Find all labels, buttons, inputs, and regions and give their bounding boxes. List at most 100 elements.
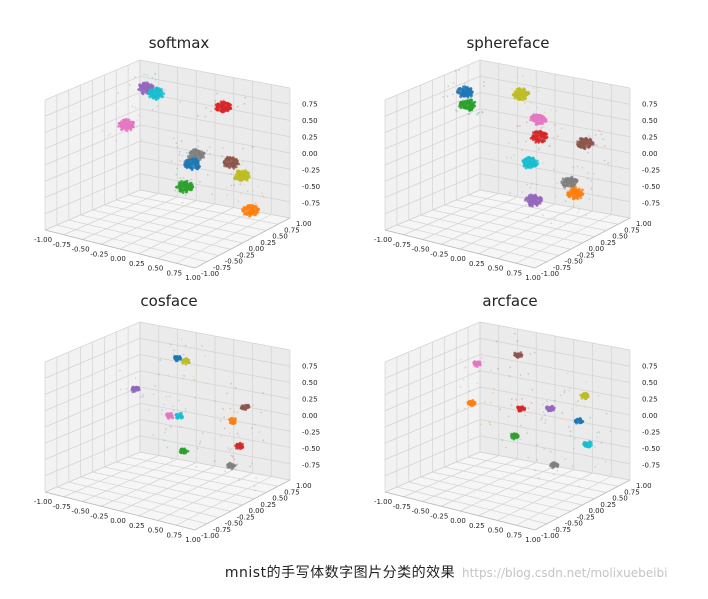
grid-line (468, 456, 619, 487)
scatter-point (463, 407, 466, 410)
scatter-point (535, 444, 538, 447)
scatter-point (183, 375, 186, 377)
scatter-point (184, 194, 187, 196)
y-tick-label: 0.25 (600, 501, 616, 509)
scatter-point (159, 359, 162, 361)
scatter-point (197, 145, 200, 148)
cluster-5 (516, 405, 527, 413)
cluster-9 (226, 461, 237, 471)
scatter-point (226, 392, 228, 395)
scatter-point (574, 185, 577, 189)
chart-title-arcface: arcface (482, 292, 538, 310)
scatter-point (521, 191, 524, 193)
scatter-point (172, 137, 175, 140)
scatter-point (572, 205, 575, 208)
scatter-point (179, 160, 182, 162)
scatter-point (464, 83, 466, 85)
scatter-point (233, 411, 236, 414)
scatter-point (181, 201, 184, 204)
scatter-point (536, 107, 538, 109)
scatter-point (548, 128, 551, 131)
scatter-point (230, 184, 233, 187)
cluster-core (460, 100, 475, 110)
scatter-point (206, 149, 208, 152)
scatter-point (541, 214, 544, 217)
scatter-point (543, 448, 546, 450)
scatter-point (239, 193, 242, 195)
scatter-point (475, 113, 478, 116)
scatter-point (481, 111, 484, 114)
scatter-point (530, 402, 533, 404)
scatter-point (564, 458, 567, 461)
scatter-point (514, 332, 516, 335)
scatter-point (195, 186, 197, 189)
scatter-point (152, 433, 155, 436)
scatter-point (542, 403, 544, 406)
scatter-point (154, 385, 157, 388)
scatter-point (600, 133, 603, 136)
scatter-point (176, 167, 179, 170)
x-tick-label: 0.75 (506, 269, 522, 277)
cluster-core (513, 89, 528, 99)
y-tick-label: 0.50 (272, 233, 288, 241)
scatter-point (536, 86, 539, 89)
scatter-point (222, 408, 225, 410)
x-tick-label: -0.75 (53, 241, 71, 249)
scatter-point (175, 185, 178, 189)
scatter-point (532, 86, 535, 89)
scatter-point (483, 84, 485, 87)
scatter-point (208, 153, 211, 155)
scatter-point (490, 401, 492, 404)
scatter-point (239, 183, 242, 186)
scatter-point (460, 358, 462, 361)
scatter-point (165, 428, 167, 431)
scatter-point (506, 156, 508, 159)
scatter-point (568, 389, 571, 392)
z-tick-label: -0.75 (302, 199, 320, 207)
scatter-point (194, 148, 198, 151)
scatter-point (170, 458, 173, 460)
grid-line (138, 469, 234, 517)
scatter-point (220, 435, 223, 438)
cluster-5 (576, 137, 595, 151)
scatter-point (590, 187, 593, 189)
scatter-point (152, 393, 155, 396)
scatter-point (564, 200, 567, 203)
scatter-point (451, 93, 454, 96)
cluster-core (148, 88, 164, 99)
scatter-point (529, 193, 533, 197)
scatter-point (521, 75, 524, 77)
scatter-point (527, 216, 530, 219)
grid-line (104, 466, 255, 500)
scatter-point (578, 485, 580, 488)
x-tick-label: 0.50 (148, 527, 164, 535)
scatter-point (167, 374, 170, 377)
scatter-point (587, 135, 590, 138)
scatter-point (469, 98, 472, 102)
scatter-point (262, 195, 265, 198)
scatter-point (184, 344, 187, 347)
grid-line (157, 472, 253, 521)
scatter-point (583, 405, 586, 408)
y-tick-label: -0.75 (553, 264, 571, 272)
scatter-point (576, 405, 579, 407)
cluster-4 (228, 416, 237, 425)
scatter-point (229, 103, 233, 107)
scatter-point (180, 140, 183, 143)
scatter-point (224, 470, 227, 473)
scatter-point (473, 100, 477, 104)
cluster-core (584, 441, 592, 447)
scatter-point (603, 159, 606, 162)
scatter-point (446, 95, 449, 98)
scatter-point (176, 146, 179, 149)
scatter-point (240, 164, 242, 166)
cluster-core (517, 406, 525, 412)
cluster-8 (175, 179, 195, 195)
y-tick-label: -0.50 (565, 258, 583, 266)
cluster-core (526, 195, 541, 206)
x-tick-label: 0.50 (488, 527, 504, 535)
scatter-point (516, 340, 519, 342)
scatter-point (534, 469, 537, 472)
scatter-point (507, 415, 510, 418)
cluster-core (234, 171, 249, 181)
